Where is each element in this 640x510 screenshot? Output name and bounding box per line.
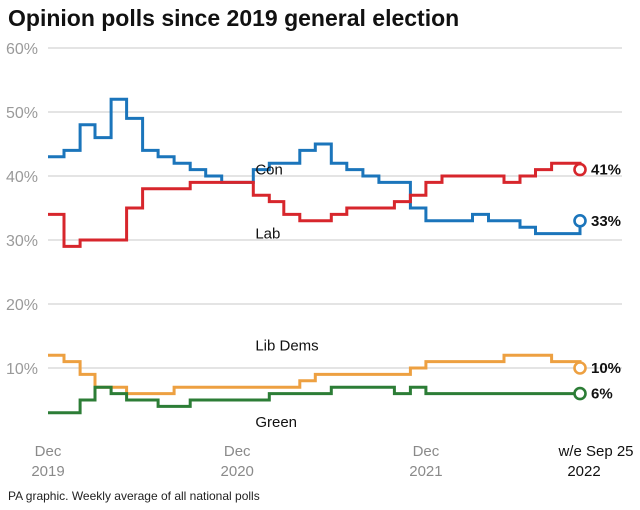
lib-dems-series-label: Lib Dems xyxy=(255,338,318,355)
lib-dems-end-marker xyxy=(573,361,587,375)
green-series-label: Green xyxy=(255,414,297,431)
y-tick-30: 30% xyxy=(6,233,38,250)
con-series-label: Con xyxy=(255,162,283,179)
y-tick-50: 50% xyxy=(6,105,38,122)
x-tick-1-line2: 2020 xyxy=(221,463,254,480)
chart-title: Opinion polls since 2019 general electio… xyxy=(8,5,459,31)
x-tick-0-line1: Dec xyxy=(35,443,62,460)
lab-series-label: Lab xyxy=(255,226,280,243)
y-tick-labels: 10% 20% 30% 40% 50% 60% xyxy=(6,41,38,378)
x-tick-labels: Dec 2019 Dec 2020 Dec 2021 w/e Sep 25 2022 xyxy=(31,443,633,480)
x-tick-3-line2: 2022 xyxy=(567,463,600,480)
footnote: PA graphic. Weekly average of all nation… xyxy=(8,489,260,503)
y-tick-60: 60% xyxy=(6,41,38,58)
green-line xyxy=(48,385,580,415)
x-tick-1-line1: Dec xyxy=(224,443,251,460)
con-end-value: 33% xyxy=(591,213,621,230)
con-end-marker xyxy=(573,214,587,228)
green-end-marker xyxy=(573,386,587,401)
x-tick-0-line2: 2019 xyxy=(31,463,64,480)
lab-end-marker xyxy=(573,162,587,177)
lab-end-value: 41% xyxy=(591,162,621,179)
x-tick-3-line1: w/e Sep 25 xyxy=(557,443,633,460)
y-tick-10: 10% xyxy=(6,361,38,378)
y-tick-20: 20% xyxy=(6,297,38,314)
green-end-value: 6% xyxy=(591,386,613,403)
lab-line xyxy=(48,161,582,248)
x-tick-2-line2: 2021 xyxy=(409,463,442,480)
series-lines xyxy=(48,97,587,415)
con-line xyxy=(48,97,582,236)
x-tick-2-line1: Dec xyxy=(413,443,440,460)
lib-dems-end-value: 10% xyxy=(591,360,621,377)
y-tick-40: 40% xyxy=(6,169,38,186)
gridlines xyxy=(48,47,622,369)
series-labels: 33% Con 41% Lab 10% Lib Dems 6% Green xyxy=(255,162,621,431)
lib-dems-line xyxy=(48,353,582,396)
